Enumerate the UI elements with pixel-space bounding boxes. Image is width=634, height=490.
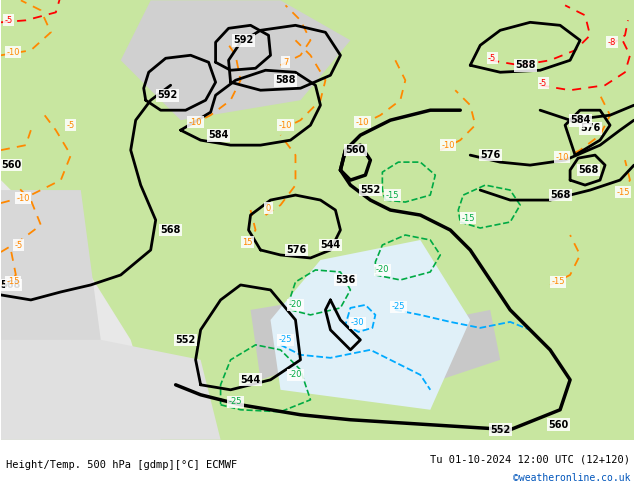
Text: 15: 15 <box>242 238 253 246</box>
Polygon shape <box>120 0 351 120</box>
Text: 568: 568 <box>160 225 181 235</box>
Text: -20: -20 <box>288 370 302 379</box>
Text: 584: 584 <box>209 130 229 140</box>
Polygon shape <box>1 190 101 340</box>
Text: -10: -10 <box>555 152 569 162</box>
Text: 7: 7 <box>283 58 288 67</box>
Text: -10: -10 <box>16 194 30 202</box>
Text: 560: 560 <box>346 145 366 155</box>
Text: -5: -5 <box>539 79 547 88</box>
Text: 552: 552 <box>360 185 380 195</box>
Text: -15: -15 <box>385 191 399 199</box>
Text: 560: 560 <box>1 160 21 170</box>
Text: -20: -20 <box>375 266 389 274</box>
Text: -10: -10 <box>189 118 202 127</box>
Text: 592: 592 <box>233 35 254 45</box>
Text: -5: -5 <box>5 16 13 25</box>
Text: -5: -5 <box>488 54 496 63</box>
Text: -15: -15 <box>462 214 475 222</box>
Text: 560: 560 <box>548 420 568 430</box>
Polygon shape <box>1 440 634 490</box>
Text: 536: 536 <box>335 275 356 285</box>
Polygon shape <box>250 300 320 380</box>
Text: -25: -25 <box>392 302 405 312</box>
Text: 552: 552 <box>176 335 196 345</box>
Text: 552: 552 <box>490 425 510 435</box>
Text: 588: 588 <box>515 60 535 70</box>
Text: -5: -5 <box>67 121 75 130</box>
Text: Height/Temp. 500 hPa [gdmp][°C] ECMWF: Height/Temp. 500 hPa [gdmp][°C] ECMWF <box>6 460 237 470</box>
Text: -15: -15 <box>552 277 565 287</box>
Text: ©weatheronline.co.uk: ©weatheronline.co.uk <box>512 473 630 483</box>
Text: -15: -15 <box>616 188 630 196</box>
Text: 584: 584 <box>570 115 590 125</box>
Text: 568: 568 <box>550 190 571 200</box>
Text: 544: 544 <box>320 240 340 250</box>
Text: 576: 576 <box>480 150 500 160</box>
Polygon shape <box>271 240 470 410</box>
Text: -15: -15 <box>6 277 20 287</box>
Text: 568: 568 <box>1 280 21 290</box>
Polygon shape <box>1 340 221 440</box>
Text: 576: 576 <box>287 245 307 255</box>
Text: -20: -20 <box>288 300 302 309</box>
Text: -25: -25 <box>279 335 292 344</box>
Text: -10: -10 <box>6 48 20 57</box>
Text: 576: 576 <box>580 123 600 133</box>
Text: 0: 0 <box>266 203 271 213</box>
Text: 588: 588 <box>275 75 295 85</box>
Text: -10: -10 <box>279 121 292 130</box>
Text: 592: 592 <box>157 90 178 100</box>
Text: -5: -5 <box>15 241 23 249</box>
Polygon shape <box>440 310 500 380</box>
Text: -25: -25 <box>229 397 242 406</box>
Text: -10: -10 <box>356 118 369 127</box>
Polygon shape <box>1 180 160 440</box>
Text: -8: -8 <box>608 38 616 47</box>
Text: 544: 544 <box>240 375 261 385</box>
Text: -30: -30 <box>351 318 364 327</box>
Text: -10: -10 <box>441 141 455 149</box>
Text: Tu 01-10-2024 12:00 UTC (12+120): Tu 01-10-2024 12:00 UTC (12+120) <box>430 455 630 465</box>
Text: 568: 568 <box>578 165 598 175</box>
Polygon shape <box>1 0 634 440</box>
